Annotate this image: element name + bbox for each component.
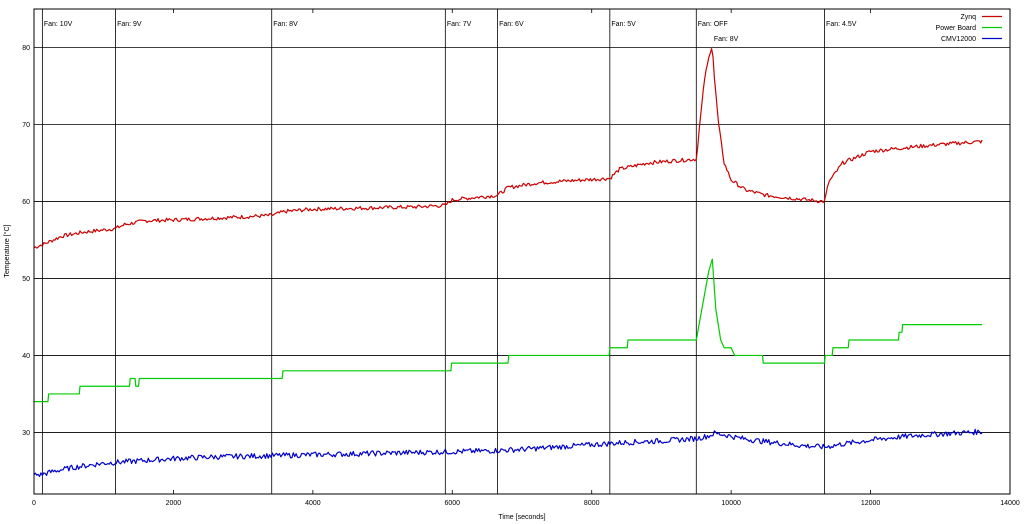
legend-label: CMV12000	[941, 36, 976, 43]
fan-annotation: Fan: 9V	[117, 21, 142, 28]
series-line-power-board	[34, 258, 983, 403]
x-tick-label: 2000	[166, 500, 182, 507]
x-tick-label: 14000	[1000, 500, 1020, 507]
fan-annotation: Fan: 6V	[499, 21, 524, 28]
fan-change-lines	[41, 9, 825, 494]
y-axis-label: Temperature [°C]	[3, 224, 11, 277]
x-tick-label: 6000	[444, 500, 460, 507]
y-axis-ticks: 30 40 50 60 70 80	[22, 45, 30, 437]
x-tick-label: 12000	[861, 500, 881, 507]
y-tick-label: 60	[22, 199, 30, 206]
y-tick-label: 70	[22, 122, 30, 129]
series-line-cmv12000	[33, 428, 983, 478]
y-tick-label: 40	[22, 353, 30, 360]
legend-label: Power Board	[936, 25, 977, 32]
fan-annotation: Fan: 10V	[44, 21, 73, 28]
fan-annotation: Fan: 5V	[611, 21, 636, 28]
x-axis-label: Time [seconds]	[498, 514, 545, 521]
fan-annotation: Fan: 7V	[447, 21, 472, 28]
x-tick-label: 10000	[721, 500, 741, 507]
data-series	[33, 48, 983, 478]
grid-lines	[34, 47, 1010, 433]
legend: Zynq Power Board CMV12000	[936, 14, 1002, 43]
fan-annotation: Fan: OFF	[698, 21, 728, 28]
fan-annotation: Fan: 8V	[273, 21, 298, 28]
x-tick-label: 8000	[584, 500, 600, 507]
fan-annotation: Fan: 8V	[714, 36, 739, 43]
fan-annotations: Fan: 10V Fan: 9V Fan: 8V Fan: 7V Fan: 6V Fan:…	[44, 21, 857, 43]
series-line-zynq	[33, 48, 983, 249]
x-tick-label: 4000	[305, 500, 321, 507]
x-tick-label: 0	[32, 500, 36, 507]
legend-label: Zynq	[960, 14, 976, 21]
y-tick-label: 50	[22, 276, 30, 283]
y-tick-label: 80	[22, 45, 30, 52]
plot-frame	[33, 8, 1011, 495]
x-axis-ticks: 0 2000 4000 6000 8000 10000 12000 14000	[32, 9, 1020, 507]
y-tick-label: 30	[22, 430, 30, 437]
fan-annotation: Fan: 4.5V	[826, 21, 857, 28]
